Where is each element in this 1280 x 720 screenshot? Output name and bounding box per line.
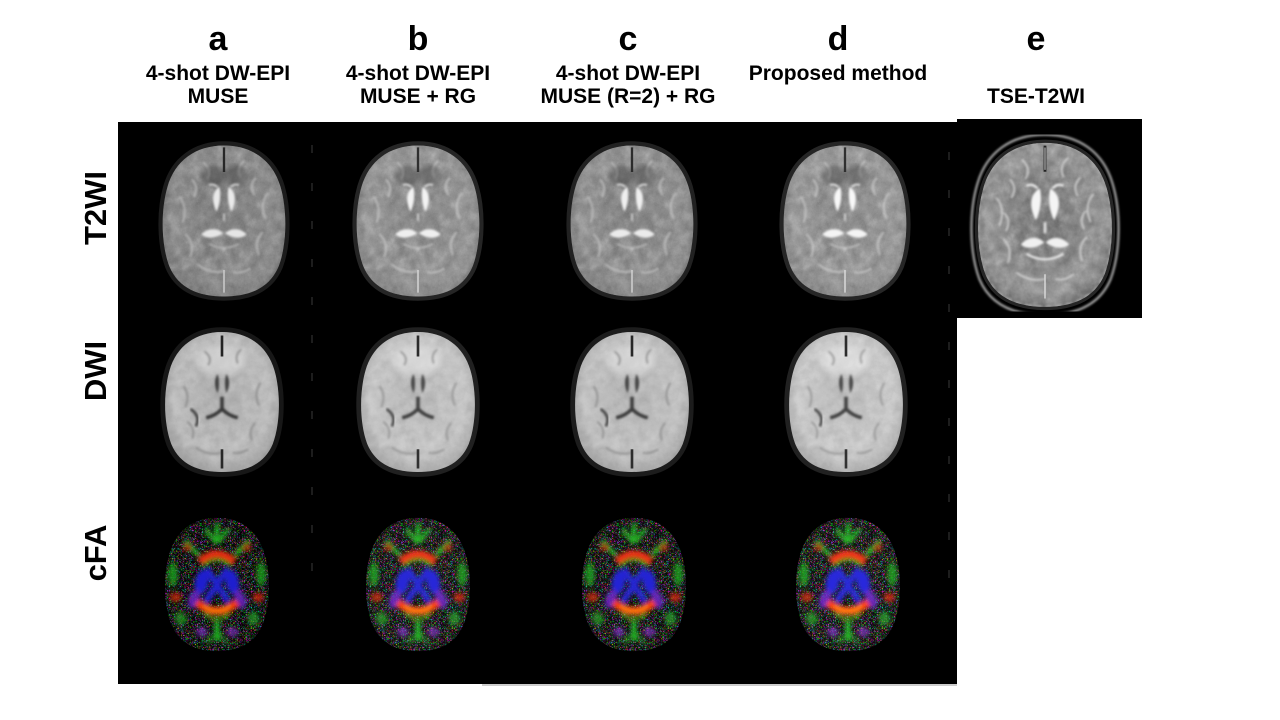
cfa-map-image-c (566, 511, 702, 655)
t2wi-mri-image-b (342, 138, 494, 304)
row-label-t2wi: T2WI (78, 170, 113, 246)
panel-bottom-edge (482, 684, 957, 686)
column-letter-a: a (208, 20, 228, 58)
cfa-map-image-d (780, 511, 916, 655)
column-letter-e: e (1026, 20, 1046, 58)
row-label-cfa: cFA (78, 524, 113, 582)
cfa-map-image-a (149, 511, 285, 655)
column-header-c: c 4-shot DW-EPI MUSE (R=2) + RG (513, 20, 743, 108)
column-header-b: b 4-shot DW-EPI MUSE + RG (303, 20, 533, 108)
dwi-mri-image-c (556, 325, 708, 479)
t2wi-mri-image-c (556, 138, 708, 304)
column-letter-d: d (827, 20, 849, 58)
dwi-mri-image-b (342, 325, 494, 479)
column-method-c-line2: MUSE (R=2) + RG (540, 85, 716, 108)
row-label-dwi: DWI (78, 340, 113, 402)
column-method-c-line1: 4-shot DW-EPI (555, 62, 701, 85)
dwi-mri-image-d (770, 325, 922, 479)
column-method-a-line2: MUSE (187, 85, 249, 108)
cfa-map-image-b (350, 511, 486, 655)
panel-seam-ab (311, 145, 313, 575)
column-letter-b: b (407, 20, 429, 58)
dwi-mri-image-a (146, 325, 298, 479)
column-method-a-line1: 4-shot DW-EPI (145, 62, 291, 85)
tse-t2wi-mri-image-e (963, 129, 1127, 317)
t2wi-mri-image-a (148, 138, 300, 304)
column-header-e: e TSE-T2WI (921, 20, 1151, 108)
panel-seam-de (948, 152, 950, 582)
column-method-e-line2: TSE-T2WI (987, 85, 1085, 108)
column-method-b-line1: 4-shot DW-EPI (345, 62, 491, 85)
column-header-d: d Proposed method (723, 20, 953, 108)
column-method-d-line1: Proposed method (748, 62, 928, 85)
t2wi-mri-image-d (769, 138, 921, 304)
column-header-a: a 4-shot DW-EPI MUSE (103, 20, 333, 108)
column-method-e-line1 (921, 62, 1151, 85)
column-method-d-line2 (723, 85, 953, 108)
column-letter-c: c (618, 20, 638, 58)
column-method-b-line2: MUSE + RG (359, 85, 477, 108)
